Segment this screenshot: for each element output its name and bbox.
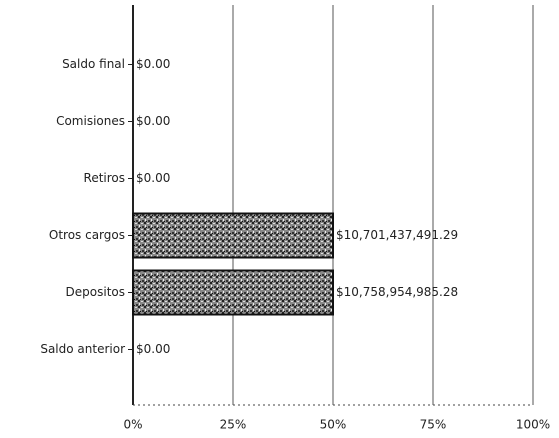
amount-label: $0.00 (136, 57, 170, 71)
y-tick-label: Saldo anterior (40, 342, 125, 356)
amount-label: $10,758,954,985.28 (336, 285, 458, 299)
x-tick-label: 50% (320, 418, 347, 432)
y-tick-label: Comisiones (56, 114, 125, 128)
x-tick-label: 25% (220, 418, 247, 432)
bar (132, 269, 334, 316)
y-tick-label: Retiros (84, 171, 125, 185)
amount-label: $0.00 (136, 171, 170, 185)
y-tick-label: Depositos (66, 285, 125, 299)
x-tick-label: 100% (516, 418, 550, 432)
y-tick-label: Saldo final (62, 57, 125, 71)
bar (132, 212, 334, 259)
x-tick-label: 75% (420, 418, 447, 432)
amount-label: $10,701,437,491.29 (336, 228, 458, 242)
y-tick-label: Otros cargos (49, 228, 125, 242)
x-tick-label: 0% (123, 418, 142, 432)
amount-label: $0.00 (136, 114, 170, 128)
amount-label: $0.00 (136, 342, 170, 356)
